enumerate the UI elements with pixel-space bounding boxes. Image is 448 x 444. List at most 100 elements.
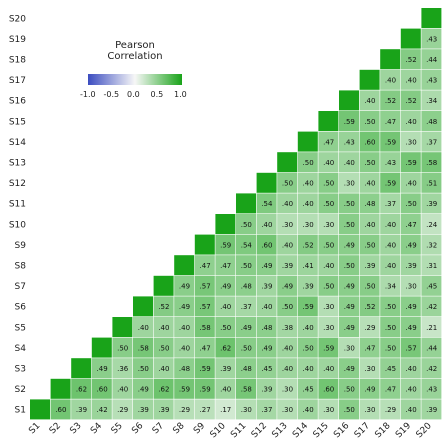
- cell-value-label: .39: [158, 406, 169, 414]
- cell-value-label: .39: [364, 262, 375, 270]
- cell-value-label: .30: [282, 221, 293, 229]
- heatmap-cell: [256, 296, 277, 317]
- column-label: S9: [192, 421, 207, 436]
- cell-value-label: .49: [344, 241, 355, 249]
- cell-value-label: .24: [426, 221, 438, 229]
- cell-value-label: .40: [282, 200, 293, 208]
- heatmap-cell: [112, 317, 133, 337]
- heatmap-cell: [359, 378, 380, 399]
- heatmap-cell: [318, 234, 339, 255]
- heatmap-cell: [215, 337, 236, 358]
- cell-value-label: .40: [158, 365, 169, 373]
- cell-value-label: .40: [364, 97, 375, 105]
- cell-value-label: .49: [344, 303, 355, 311]
- cell-value-label: .30: [323, 406, 334, 414]
- heatmap-cell: [359, 255, 380, 276]
- cell-value-label: .49: [179, 283, 190, 291]
- heatmap-cell: [256, 358, 277, 379]
- cell-value-label: .30: [323, 324, 334, 332]
- cell-value-label: .37: [241, 303, 252, 311]
- heatmap-cell: [318, 337, 339, 358]
- heatmap-cell: [400, 358, 421, 379]
- cell-value-label: .59: [200, 365, 211, 373]
- row-label: S17: [9, 76, 26, 86]
- heatmap-cell: [236, 317, 256, 337]
- heatmap-cell: [380, 111, 401, 131]
- heatmap-cell: [421, 69, 442, 90]
- cell-value-label: .37: [385, 200, 396, 208]
- cell-value-label: .30: [344, 344, 355, 352]
- heatmap-cell: [318, 358, 339, 379]
- heatmap-cell: [71, 399, 92, 420]
- cell-value-label: .59: [385, 138, 396, 146]
- heatmap-cell: [421, 275, 442, 296]
- cell-value-label: .40: [303, 324, 314, 332]
- cell-value-label: .47: [364, 344, 375, 352]
- heatmap-cell: [277, 255, 298, 276]
- heatmap-cell: [297, 317, 318, 337]
- heatmap-cell: [256, 172, 277, 193]
- heatmap-cell: [421, 8, 442, 28]
- cell-value-label: .48: [241, 283, 252, 291]
- heatmap-cell: [339, 111, 359, 131]
- cell-value-label: .40: [323, 159, 334, 167]
- cell-value-label: .50: [303, 344, 314, 352]
- heatmap-cell: [400, 90, 421, 111]
- row-label: S1: [15, 406, 26, 416]
- cell-value-label: .48: [426, 118, 437, 126]
- heatmap-cell: [297, 255, 318, 276]
- cell-value-label: .31: [426, 262, 437, 270]
- heatmap-cell: [297, 172, 318, 193]
- heatmap-cell: [380, 255, 401, 276]
- cell-value-label: .57: [406, 344, 417, 352]
- heatmap-cell: [112, 358, 133, 379]
- heatmap-cell: [256, 193, 277, 214]
- heatmap-cell: [277, 358, 298, 379]
- heatmap-cell: [256, 234, 277, 255]
- heatmap-cell: [236, 193, 256, 214]
- column-label: S17: [353, 421, 372, 440]
- cell-value-label: .54: [241, 241, 253, 249]
- cell-value-label: .30: [364, 365, 375, 373]
- heatmap-cell: [174, 317, 195, 337]
- heatmap-cell: [277, 172, 298, 193]
- heatmap-cell: [339, 131, 359, 152]
- cell-value-label: .50: [241, 344, 252, 352]
- cell-value-label: .50: [364, 118, 375, 126]
- heatmap-cell: [215, 378, 236, 399]
- heatmap-cell: [236, 275, 256, 296]
- heatmap-cell: [359, 131, 380, 152]
- heatmap-cell: [400, 193, 421, 214]
- cell-value-label: .30: [323, 303, 334, 311]
- cell-value-label: .30: [406, 138, 417, 146]
- heatmap-cell: [400, 111, 421, 131]
- row-label: S16: [9, 97, 26, 107]
- cell-value-label: .60: [97, 386, 108, 394]
- column-label: S12: [250, 421, 269, 440]
- colorbar-ticks: -1.0 -0.5 0.0 0.5 1.0: [70, 90, 200, 102]
- cell-value-label: .43: [426, 35, 437, 43]
- heatmap-cell: [339, 337, 359, 358]
- heatmap-cell: [297, 131, 318, 152]
- heatmap-cell: [400, 399, 421, 420]
- cell-value-label: .50: [138, 365, 149, 373]
- heatmap-cell: [400, 317, 421, 337]
- cell-value-label: .59: [406, 159, 417, 167]
- row-label: S6: [15, 303, 27, 313]
- heatmap-cell: [400, 378, 421, 399]
- column-label: S4: [89, 421, 104, 436]
- cell-value-label: .39: [282, 262, 293, 270]
- heatmap-cell: [359, 317, 380, 337]
- row-label: S11: [9, 200, 26, 210]
- cell-value-label: .37: [426, 138, 437, 146]
- heatmap-cell: [153, 317, 174, 337]
- cell-value-label: .39: [426, 200, 437, 208]
- heatmap-cell: [297, 275, 318, 296]
- row-label: S20: [9, 14, 26, 24]
- cell-value-label: .30: [241, 406, 252, 414]
- cell-value-label: .50: [364, 283, 375, 291]
- heatmap-cell: [71, 358, 92, 379]
- row-label: S4: [15, 344, 27, 354]
- heatmap-cell: [421, 399, 442, 420]
- heatmap-cell: [256, 378, 277, 399]
